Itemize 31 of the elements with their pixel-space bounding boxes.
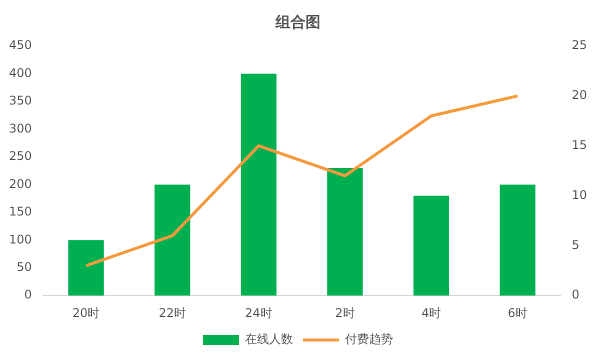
bar [500,184,536,296]
bar [68,240,104,296]
y-tick-label: 200 [9,176,32,191]
y2-tick-label: 20 [572,88,588,102]
bar [413,196,450,296]
x-tick-label: 6时 [508,306,528,320]
y2-tick-label: 5 [572,238,580,252]
y2-tick-label: 0 [572,288,580,302]
bar [327,168,363,296]
y-tick-label: 0 [24,288,32,302]
x-tick-label: 4时 [421,306,442,320]
x-tick-label: 20时 [72,306,100,320]
y-tick-label: 300 [9,121,32,136]
y-tick-label: 250 [9,149,32,164]
legend-label: 付费趋势 [344,332,393,346]
x-tick-label: 24时 [245,306,272,320]
y2-tick-label: 25 [572,38,588,52]
bar [154,184,190,296]
chart-title: 组合图 [274,12,320,31]
x-tick-label: 2时 [335,306,355,320]
x-tick-label: 22时 [158,306,186,320]
legend-label: 在线人数 [245,332,293,346]
y-tick-label: 450 [9,38,32,52]
y2-tick-label: 10 [572,188,588,202]
y-tick-label: 350 [9,94,32,108]
y-tick-label: 150 [9,204,32,219]
y-tick-label: 400 [9,66,32,80]
y-tick-label: 100 [9,232,32,246]
bar [240,74,276,296]
y-tick-label: 50 [16,260,32,274]
y2-tick-label: 15 [572,138,588,152]
